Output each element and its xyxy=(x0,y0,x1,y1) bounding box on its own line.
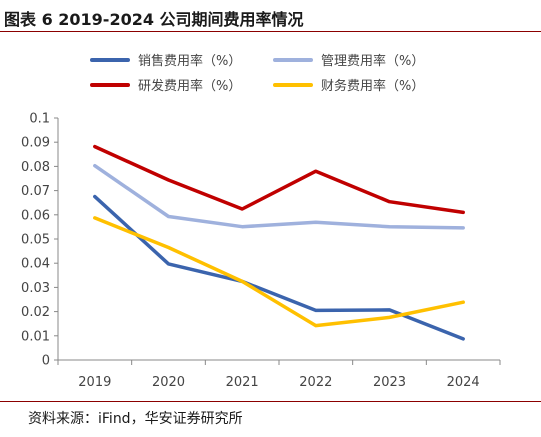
y-tick-label: 0.04 xyxy=(21,257,50,272)
y-tick-label: 0.05 xyxy=(21,233,50,248)
legend-label: 财务费用率（%） xyxy=(321,78,424,94)
series-line-1 xyxy=(93,194,465,341)
axes: 0 0.01 0.02 0.03 0.04 0.05 0.06 0.07 0.08 0.09 0.1… xyxy=(21,112,501,390)
title-divider xyxy=(0,31,541,32)
legend-item-1: 销售费用率（%） xyxy=(90,53,241,69)
source-divider xyxy=(0,401,541,402)
legend: 销售费用率（%） 管理费用率（%） 研发费用率（%） 财务费用率（%） xyxy=(90,53,424,94)
chart-title: 图表 6 2019-2024 公司期间费用率情况 xyxy=(4,10,304,29)
x-tick-label: 2019 xyxy=(78,375,111,390)
x-tick-label: 2024 xyxy=(447,375,480,390)
legend-label: 销售费用率（%） xyxy=(138,53,241,69)
y-tick-label: 0.07 xyxy=(21,184,50,199)
source-note: 资料来源：iFind，华安证券研究所 xyxy=(28,411,243,427)
y-tick-label: 0.08 xyxy=(21,160,50,175)
legend-item-4: 财务费用率（%） xyxy=(273,78,424,94)
series-lines xyxy=(93,144,465,341)
series-line-2 xyxy=(93,163,465,230)
y-tick-label: 0.02 xyxy=(21,305,50,320)
legend-item-3: 研发费用率（%） xyxy=(90,78,241,94)
y-tick-label: 0.03 xyxy=(21,281,50,296)
y-tick-label: 0.01 xyxy=(21,329,50,344)
x-tick-label: 2020 xyxy=(152,375,185,390)
x-tick-label: 2021 xyxy=(226,375,259,390)
legend-item-2: 管理费用率（%） xyxy=(273,53,424,69)
series-line-3 xyxy=(93,144,465,215)
series-line-4 xyxy=(93,216,465,328)
y-tick-label: 0.06 xyxy=(21,208,50,223)
x-tick-label: 2023 xyxy=(373,375,406,390)
line-chart: 销售费用率（%） 管理费用率（%） 研发费用率（%） 财务费用率（%） 0 0.01 0.… xyxy=(21,53,501,390)
legend-label: 管理费用率（%） xyxy=(321,53,424,69)
x-tick-label: 2022 xyxy=(299,375,332,390)
y-tick-label: 0.09 xyxy=(21,136,50,151)
y-tick-label: 0.1 xyxy=(29,112,50,127)
y-tick-label: 0 xyxy=(42,354,50,369)
legend-label: 研发费用率（%） xyxy=(138,78,241,94)
